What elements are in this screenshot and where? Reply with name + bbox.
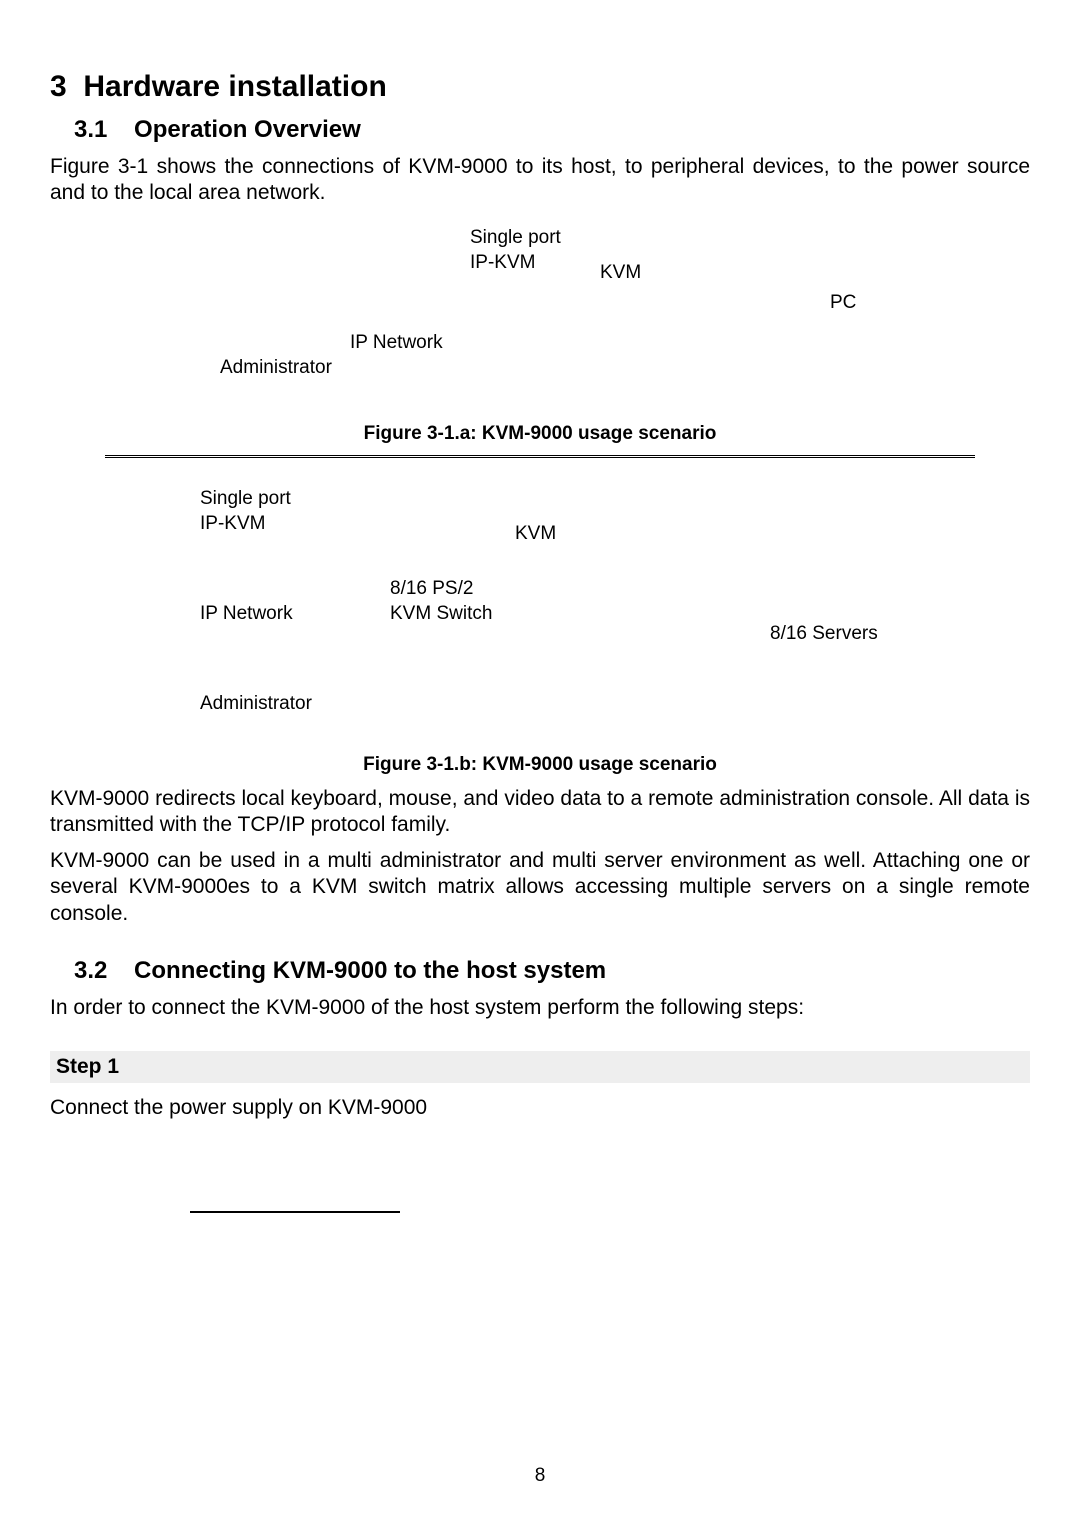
label-single-port: Single port <box>470 227 561 249</box>
figure-3-1-a-caption: Figure 3-1.a: KVM-9000 usage scenario <box>50 423 1030 445</box>
label-ip-network: IP Network <box>350 332 443 354</box>
footnote-rule <box>190 1211 400 1213</box>
label-admin: Administrator <box>200 693 312 715</box>
label-single-port: Single port <box>200 488 291 510</box>
label-admin: Administrator <box>220 357 332 379</box>
figure-divider <box>105 455 975 458</box>
section-3-2-heading: 3.2 Connecting KVM-9000 to the host syst… <box>74 957 1030 985</box>
section-num: 3.2 <box>74 957 107 984</box>
section-3-1-heading: 3.1 Operation Overview <box>74 116 1030 144</box>
chapter-heading: 3 Hardware installation <box>50 70 1030 104</box>
figure-3-1-b: Single port IP-KVM KVM 8/16 PS/2 KVM Swi… <box>90 468 990 748</box>
label-servers: 8/16 Servers <box>770 623 878 645</box>
paragraph-multi: KVM-9000 can be used in a multi administ… <box>50 848 1030 927</box>
label-kvm-switch: KVM Switch <box>390 603 492 625</box>
label-ip-kvm: IP-KVM <box>200 513 265 535</box>
sec32-intro: In order to connect the KVM-9000 of the … <box>50 995 1030 1021</box>
page-number: 8 <box>0 1465 1080 1487</box>
label-switch-ps2: 8/16 PS/2 <box>390 578 473 600</box>
section-title: Operation Overview <box>134 116 361 143</box>
figure-3-1-b-caption: Figure 3-1.b: KVM-9000 usage scenario <box>50 754 1030 776</box>
label-pc: PC <box>830 292 856 314</box>
intro-paragraph: Figure 3-1 shows the connections of KVM-… <box>50 154 1030 207</box>
step-1-body: Connect the power supply on KVM-9000 <box>50 1095 1030 1121</box>
label-ip-network: IP Network <box>200 603 293 625</box>
label-ip-kvm: IP-KVM <box>470 252 535 274</box>
section-title: Connecting KVM-9000 to the host system <box>134 957 606 984</box>
paragraph-redirect: KVM-9000 redirects local keyboard, mouse… <box>50 786 1030 839</box>
label-kvm: KVM <box>600 262 641 284</box>
chapter-num: 3 <box>50 70 67 103</box>
step-1-heading: Step 1 <box>50 1051 1030 1083</box>
section-num: 3.1 <box>74 116 107 143</box>
figure-3-1-a: Single port IP-KVM KVM PC IP Network Adm… <box>90 217 990 417</box>
label-kvm: KVM <box>515 523 556 545</box>
chapter-title: Hardware installation <box>83 70 386 103</box>
